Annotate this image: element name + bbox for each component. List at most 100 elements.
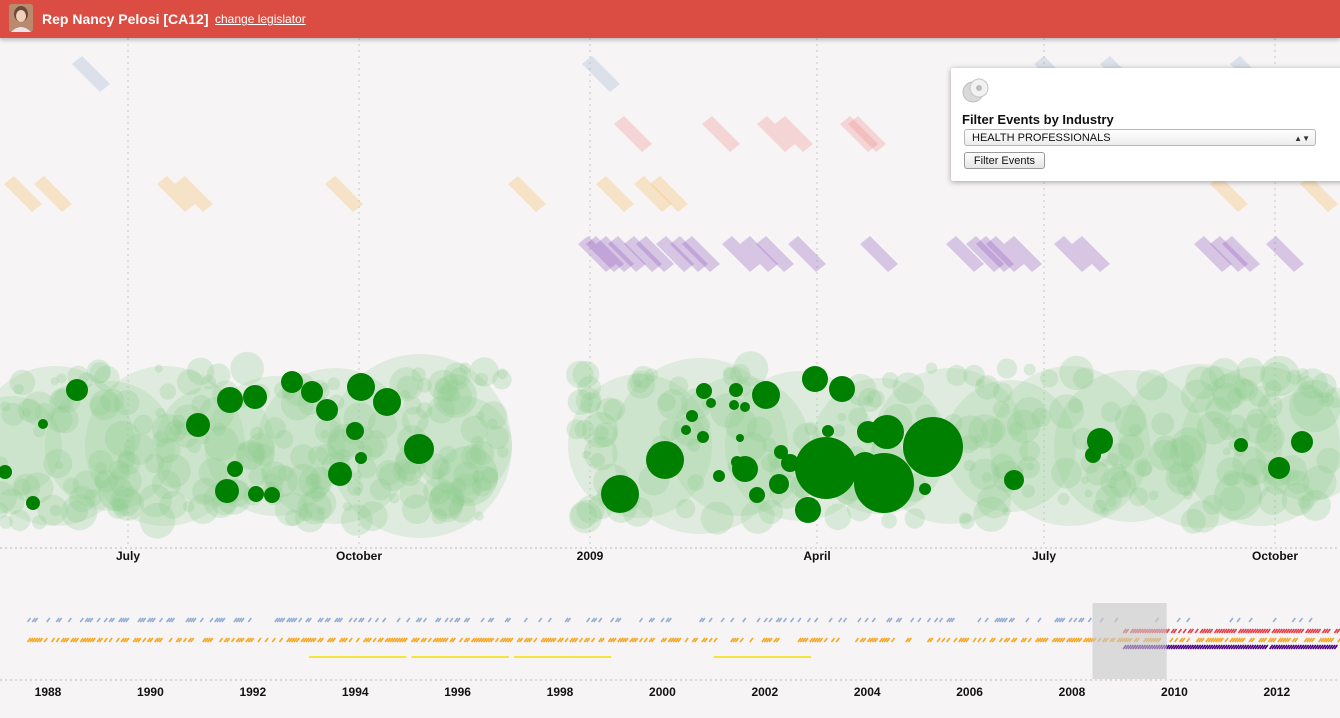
overview-event-mark: [1010, 617, 1016, 623]
overview-event-mark: [1213, 644, 1219, 650]
contribution-bubble: [310, 486, 326, 502]
overview-event-mark: [598, 637, 603, 643]
overview-event-mark: [665, 617, 670, 623]
overview-event-mark: [139, 617, 144, 623]
overview-event-mark: [1321, 628, 1327, 634]
overview-event-mark: [84, 617, 89, 623]
overview-event-mark: [593, 617, 598, 623]
overview-event-mark: [1216, 628, 1221, 634]
overview-event-mark: [1276, 644, 1281, 650]
contribution-bubble: [1031, 407, 1052, 428]
contribution-bubble: [1248, 385, 1271, 407]
overview-event-mark: [936, 637, 941, 643]
overview-event-mark: [1223, 644, 1228, 650]
overview-event-mark: [823, 637, 828, 643]
overview-event-mark: [480, 617, 485, 623]
contribution-bubble: [1293, 385, 1325, 416]
overview-event-mark: [26, 637, 32, 643]
overview-event-mark: [547, 617, 552, 623]
contribution-bubble: [574, 419, 595, 440]
event-marker: [1004, 236, 1042, 272]
overview-event-mark: [190, 617, 195, 623]
contribution-bubble: [1297, 368, 1309, 380]
contribution-bubble: [659, 419, 682, 442]
contribution-bubble: [13, 384, 24, 395]
overview-event-mark: [542, 637, 548, 643]
overview-event-mark: [103, 617, 108, 623]
overview-event-mark: [1261, 628, 1267, 634]
contribution-bubble: [992, 382, 1013, 403]
detail-timeline-chart[interactable]: July October 2009 April July October: [0, 38, 1340, 590]
contribution-bubble: [1133, 458, 1153, 477]
contribution-bubble: [729, 363, 751, 385]
contribution-cluster-bubble: [0, 366, 135, 526]
event-marker: [325, 176, 363, 212]
industry-select[interactable]: HEALTH PROFESSIONALS ▲▼: [964, 129, 1316, 146]
overview-event-mark: [274, 617, 279, 623]
highlighted-contribution-bubble: [769, 474, 789, 494]
overview-timeline-chart[interactable]: 1988 1990 1992 1994 1996 1998 2000 2002 2004 2006…: [0, 590, 1340, 718]
contribution-bubble: [314, 417, 341, 444]
event-marker: [1054, 236, 1092, 272]
overview-event-mark: [1316, 644, 1322, 650]
contribution-bubble: [1216, 457, 1246, 487]
overview-event-mark: [86, 617, 92, 623]
contribution-bubble: [1324, 387, 1340, 408]
overview-event-mark: [1303, 637, 1308, 643]
filter-events-button[interactable]: Filter Events: [964, 152, 1045, 169]
overview-event-mark: [701, 617, 706, 623]
overview-event-mark: [1214, 637, 1220, 643]
overview-event-mark: [199, 617, 204, 623]
overview-event-mark: [317, 637, 322, 643]
contribution-bubble: [946, 364, 968, 386]
contribution-bubble: [1136, 460, 1153, 477]
overview-event-mark: [672, 637, 677, 643]
overview-event-mark: [427, 637, 432, 643]
overview-event-mark: [814, 637, 819, 643]
contribution-bubble: [440, 383, 458, 402]
contribution-bubble: [1148, 490, 1159, 501]
overview-event-mark: [857, 617, 862, 623]
highlighted-contribution-bubble: [749, 487, 765, 503]
contribution-bubble: [1286, 470, 1310, 495]
overview-tick-label: 2002: [751, 685, 778, 699]
event-marker: [788, 236, 826, 272]
overview-event-mark: [372, 637, 377, 643]
change-legislator-link[interactable]: change legislator: [215, 12, 306, 26]
overview-event-mark: [506, 637, 512, 643]
overview-event-mark: [168, 637, 173, 643]
overview-event-mark: [1259, 644, 1264, 650]
overview-event-mark: [1025, 617, 1030, 623]
overview-event-mark: [799, 637, 804, 643]
contribution-bubble: [580, 392, 601, 414]
overview-event-mark: [1244, 628, 1250, 634]
contribution-bubble: [69, 485, 96, 513]
contribution-bubble: [56, 373, 67, 384]
overview-event-mark: [1333, 628, 1339, 634]
overview-event-mark: [1039, 637, 1044, 643]
overview-event-mark: [1278, 644, 1283, 650]
overview-event-mark: [1170, 628, 1175, 634]
time-range-brush[interactable]: [1092, 603, 1167, 679]
contribution-bubble: [32, 515, 47, 530]
overview-event-mark: [305, 637, 310, 643]
overview-event-mark: [187, 637, 192, 643]
overview-event-mark: [142, 637, 147, 643]
overview-event-mark: [1244, 644, 1250, 650]
contribution-bubble: [1100, 506, 1109, 516]
contribution-bubble: [1025, 462, 1035, 471]
contribution-bubble: [1213, 383, 1242, 412]
overview-event-mark: [300, 637, 305, 643]
overview-event-mark: [1280, 644, 1286, 650]
overview-event-mark: [730, 637, 735, 643]
contribution-bubble: [108, 464, 142, 498]
gear-icon[interactable]: [961, 78, 991, 109]
overview-event-mark: [1199, 644, 1204, 650]
contribution-bubble: [1092, 499, 1107, 514]
contribution-bubble: [1233, 378, 1255, 399]
overview-event-mark: [610, 617, 615, 623]
overview-event-mark: [1290, 644, 1295, 650]
overview-event-mark: [1254, 644, 1259, 650]
overview-event-mark: [518, 637, 524, 643]
detail-tick-label: October: [336, 549, 382, 563]
